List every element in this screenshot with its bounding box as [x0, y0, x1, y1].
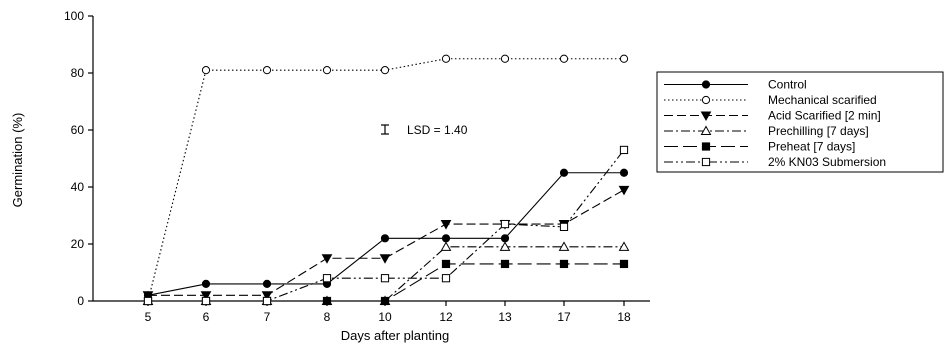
x-tick-label: 18: [617, 310, 631, 324]
lsd-annotation: LSD = 1.40: [407, 123, 468, 137]
data-point: [500, 259, 510, 269]
data-point: [143, 296, 153, 306]
legend-marker: [701, 142, 711, 151]
x-tick-label: 12: [439, 310, 453, 324]
data-point: [321, 254, 333, 264]
series-layer: [142, 54, 630, 306]
data-point: [559, 168, 569, 177]
x-tick-label: 5: [145, 310, 152, 324]
x-tick-label: 6: [203, 310, 210, 324]
legend-marker: [701, 157, 711, 167]
legend-label: Mechanical scarified: [768, 93, 877, 107]
annotation-layer: LSD = 1.40: [381, 123, 468, 137]
series-5: [143, 145, 629, 306]
data-point: [500, 234, 510, 243]
series-line: [148, 246, 624, 302]
y-tick-label: 40: [71, 180, 85, 194]
data-point: [618, 185, 630, 196]
data-point: [500, 54, 510, 63]
data-point: [619, 168, 629, 177]
data-point: [322, 296, 332, 306]
legend-item: Control: [664, 78, 807, 92]
data-point: [558, 241, 570, 251]
legend-marker: [701, 95, 711, 105]
y-axis-title: Germination (%): [10, 113, 25, 208]
series-line: [148, 149, 625, 302]
legend-label: Control: [768, 78, 807, 92]
series-2: [142, 185, 630, 301]
data-point: [441, 274, 451, 283]
legend-label: Acid Scarified [2 min]: [768, 109, 881, 123]
x-tick-label: 8: [324, 310, 331, 324]
legend-box: [656, 71, 944, 173]
data-point: [441, 54, 451, 63]
data-point: [500, 219, 510, 229]
data-point: [380, 296, 390, 306]
data-point: [440, 241, 452, 251]
data-point: [262, 296, 272, 306]
legend-item: Prechilling [7 days]: [664, 124, 869, 138]
y-tick-label: 20: [71, 237, 85, 251]
legend-item: Acid Scarified [2 min]: [664, 109, 881, 123]
axes: 0 20 40 60 80 100 5 6 7 8 10 12 13 17 18: [64, 9, 650, 324]
data-point: [262, 66, 272, 75]
data-point: [619, 259, 629, 269]
data-point: [618, 241, 630, 251]
series-1: [143, 54, 629, 306]
data-point: [440, 220, 452, 230]
series-4: [143, 259, 629, 306]
series-line: [147, 58, 624, 302]
legend-label: Preheat [7 days]: [768, 140, 855, 154]
y-tick-label: 80: [71, 66, 85, 80]
legend-marker: [700, 125, 712, 135]
legend-label: Prechilling [7 days]: [768, 124, 869, 138]
legend-marker: [700, 111, 712, 122]
legend-item: Mechanical scarified: [664, 93, 877, 107]
data-point: [441, 234, 451, 243]
data-point: [201, 66, 211, 75]
y-tick-label: 0: [77, 294, 84, 308]
data-point: [262, 279, 272, 288]
data-point: [619, 145, 629, 155]
legend-label: 2% KN03 Submersion: [768, 155, 886, 169]
data-point: [380, 66, 390, 75]
data-point: [201, 296, 211, 306]
data-point: [322, 274, 332, 283]
data-point: [379, 254, 391, 264]
legend-item: 2% KN03 Submersion: [664, 155, 886, 169]
data-point: [559, 54, 569, 63]
data-point: [201, 279, 211, 288]
data-point: [559, 259, 569, 269]
legend-item: Preheat [7 days]: [664, 140, 855, 154]
y-tick-label: 100: [64, 9, 84, 23]
x-tick-label: 10: [378, 310, 392, 324]
data-point: [619, 54, 629, 63]
x-axis-title: Days after planting: [341, 328, 449, 343]
x-tick-label: 7: [264, 310, 271, 324]
y-tick-label: 60: [71, 123, 85, 137]
data-point: [322, 66, 332, 75]
x-tick-label: 13: [498, 310, 512, 324]
legend-marker: [701, 80, 711, 89]
data-point: [441, 259, 451, 269]
x-tick-label: 17: [557, 310, 571, 324]
data-point: [559, 222, 569, 232]
data-point: [499, 241, 511, 251]
data-point: [380, 274, 390, 283]
data-point: [380, 234, 390, 243]
